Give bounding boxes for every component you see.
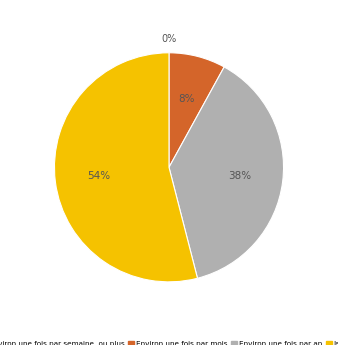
Text: 54%: 54% (87, 171, 110, 181)
Wedge shape (54, 53, 197, 282)
Wedge shape (169, 67, 284, 278)
Wedge shape (169, 53, 224, 167)
Text: 8%: 8% (178, 93, 195, 104)
Text: 0%: 0% (161, 34, 177, 44)
Legend: Environ une fois par semaine, ou plus, Environ une fois par mois, Environ une fo: Environ une fois par semaine, ou plus, E… (0, 338, 338, 345)
Text: 38%: 38% (228, 171, 251, 181)
